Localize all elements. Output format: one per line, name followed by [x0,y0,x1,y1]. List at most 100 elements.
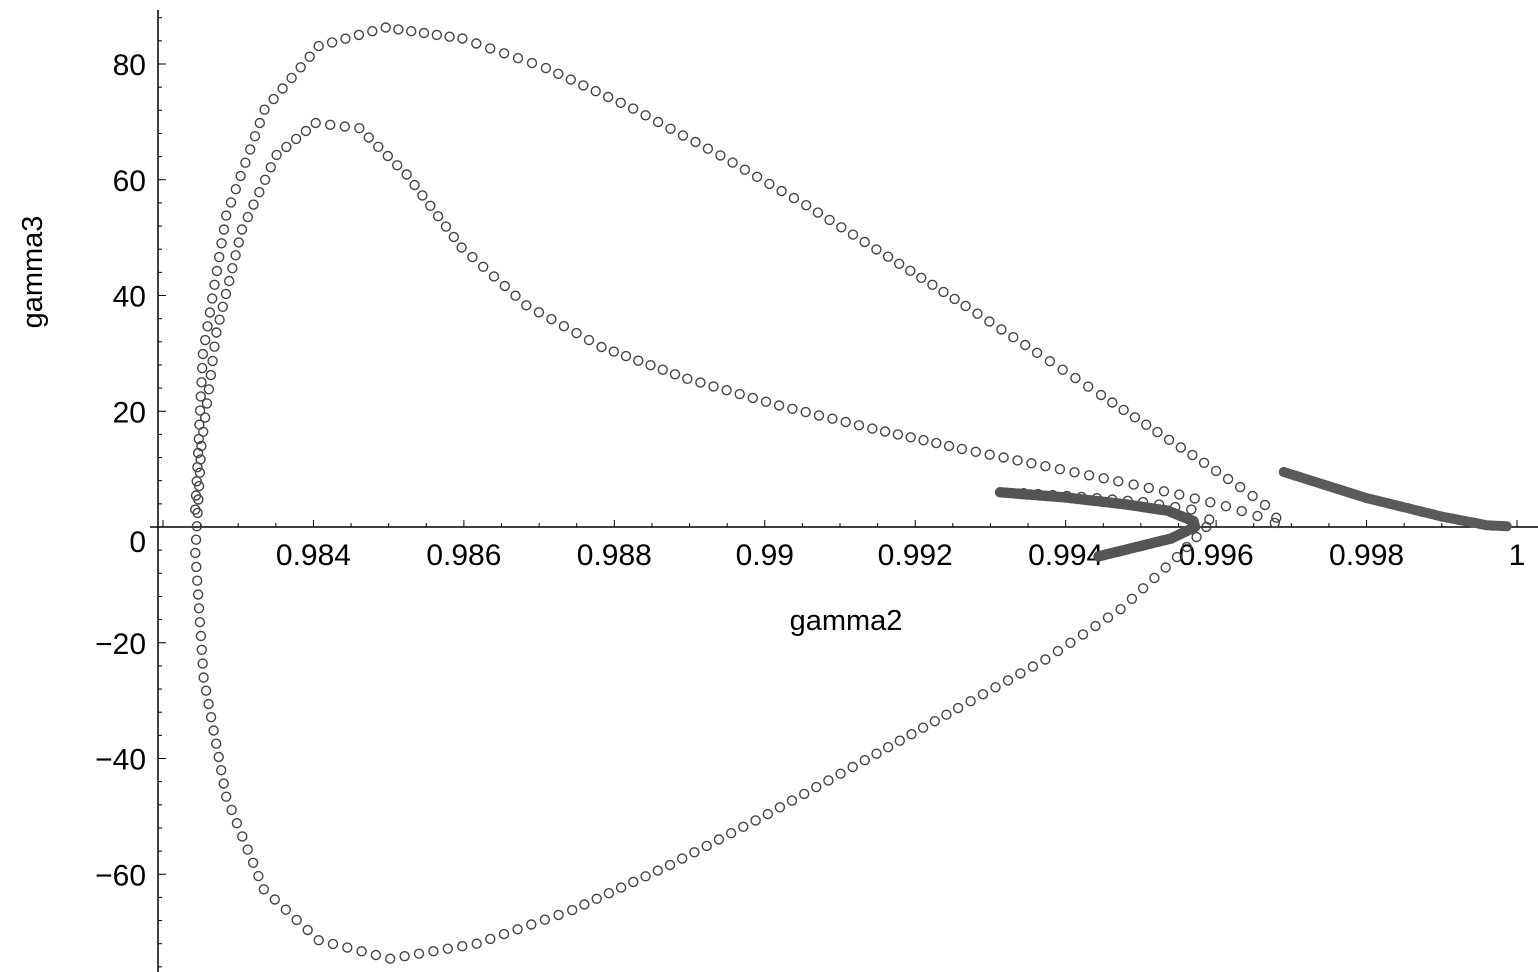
data-point [488,271,500,282]
data-point-dense [1093,551,1104,562]
data-point [197,426,209,437]
data-point [444,31,455,42]
data-point [751,171,763,183]
data-point [193,494,204,505]
data-point [467,251,478,263]
data-point [1113,476,1124,487]
x-tick-label: 0.994 [1028,539,1103,572]
data-point-dense [1501,521,1512,532]
data-point [205,369,217,381]
data-point [689,847,700,858]
data-point [952,702,964,714]
y-tick-label: −40 [95,744,146,777]
data-point [205,712,217,723]
data-point [244,144,256,155]
data-point [633,355,644,366]
data-point [194,467,206,478]
data-point [393,24,404,35]
data-point [259,104,270,115]
data-point [478,261,489,272]
data-point [512,924,523,935]
data-point [917,722,929,733]
data-point [1019,339,1031,351]
data-point [259,174,271,186]
data-point [499,280,510,292]
data-point [392,160,403,171]
data-point [327,938,339,950]
data-point [879,426,891,437]
y-tick-label: 80 [113,49,146,82]
data-point [193,480,205,492]
data-point [485,43,496,54]
data-point [409,179,420,191]
data-point [195,454,206,465]
data-point [738,821,749,832]
data-point [204,307,216,318]
data-point [603,888,615,899]
data-point [620,350,632,362]
data-point [603,91,614,103]
data-point [1187,449,1198,461]
data-point [970,446,981,457]
data-point [540,62,552,74]
x-tick-label: 0.99 [736,539,794,572]
data-point [929,716,940,727]
data-point [1163,434,1175,445]
data-point [1069,467,1080,478]
data-point [280,904,291,915]
data-point [1222,473,1234,485]
data-point [526,57,538,69]
data-point [553,909,564,921]
data-point [498,48,510,59]
data-point [211,327,222,338]
data-point [652,865,663,876]
data-point [425,200,436,212]
data-point [236,224,248,235]
data-point [242,211,254,223]
data-point [196,362,208,374]
data-point [382,150,393,162]
data-point [847,229,859,240]
axes: 0.984 0.986 0.988 0.99 0.992 0.994 0.996 0.998 1… [95,10,1538,972]
data-point [1210,465,1222,477]
data-point [413,948,425,959]
data-point [1181,541,1193,553]
data-point [485,933,496,945]
data-point [539,914,551,925]
data-point [715,150,726,161]
y-tick-label: 40 [113,281,146,314]
data-point [657,364,668,375]
data-points [190,22,1512,964]
data-point [237,831,248,842]
data-point [225,197,237,208]
data-point [615,882,627,893]
data-point [1008,332,1019,343]
data-point [984,316,995,327]
data-point [1040,654,1051,665]
data-point [195,391,207,402]
data-point [956,443,968,455]
data-point [665,123,676,134]
data-point [664,859,676,871]
data-point [773,400,785,411]
data-point [1189,493,1201,504]
data-point [776,185,787,197]
data-point [960,300,971,312]
data-point [202,321,213,332]
data-point [1205,497,1216,508]
data-point [1027,661,1039,672]
data-point [1191,531,1202,543]
y-tick-label: 0 [129,526,146,559]
data-point [325,119,336,131]
data-point [847,761,858,773]
data-point [271,149,282,161]
data-point [200,685,212,696]
data-point [1012,455,1023,466]
data-point [510,290,521,301]
data-point [209,279,220,290]
data-point [211,265,223,277]
data-point [871,748,882,759]
data-point [242,844,253,855]
x-tick-label: 0.988 [577,539,652,572]
x-tick-label: 0.986 [426,539,501,572]
